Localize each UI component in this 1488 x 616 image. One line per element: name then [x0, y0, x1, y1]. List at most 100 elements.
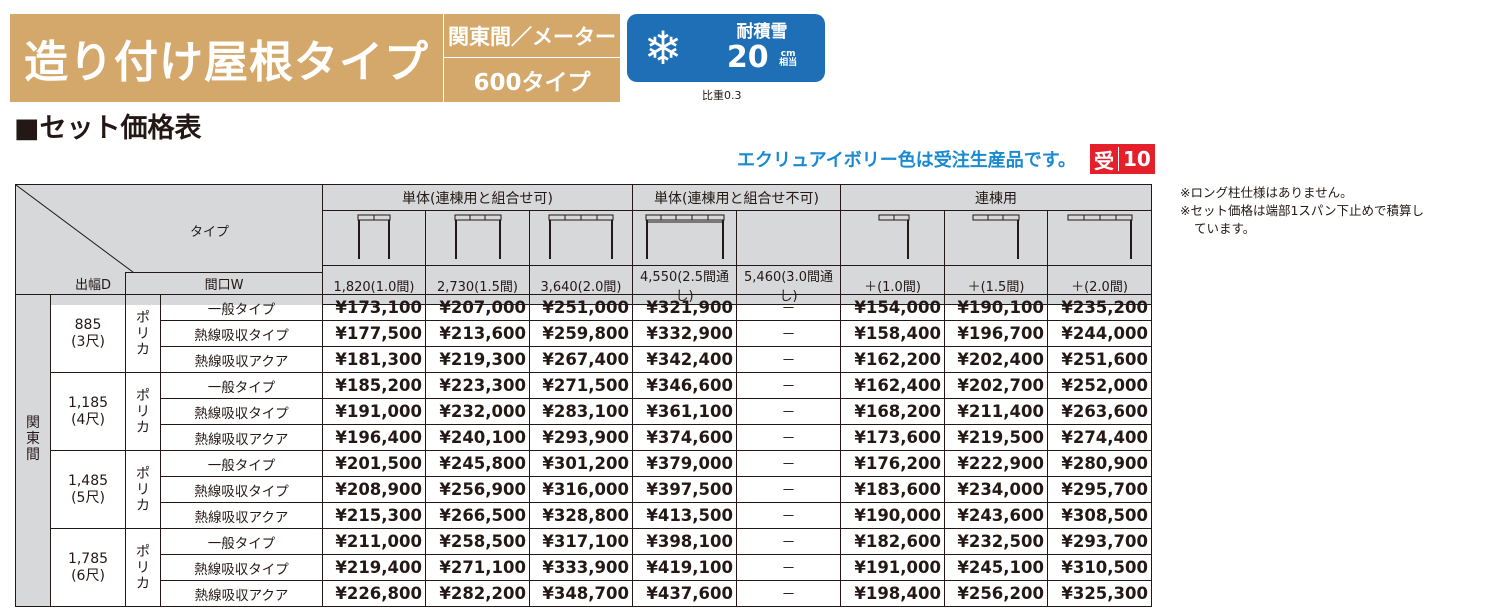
- price-cell: ¥293,900: [529, 424, 633, 451]
- price-cell: ¥348,700: [529, 580, 633, 607]
- price-cell: －: [736, 294, 841, 321]
- price-table-body: 関東間 885 (3尺) ポリカ一般タイプ ¥173,100 ¥207,000 ¥251,0…: [15, 294, 1152, 607]
- price-cell: ¥208,900: [322, 476, 426, 503]
- depth-cell: 1,185 (4尺): [50, 372, 126, 451]
- price-cell: ¥328,800: [529, 502, 633, 529]
- price-cell: ¥244,000: [1047, 320, 1152, 347]
- panel-type-cell: 熱線吸収タイプ: [160, 320, 323, 347]
- price-cell: ¥274,400: [1047, 424, 1152, 451]
- price-cell: －: [736, 580, 841, 607]
- price-cell: ¥181,300: [322, 346, 426, 373]
- price-cell: ¥235,200: [1047, 294, 1152, 321]
- material-cell: ポリカ: [125, 450, 161, 529]
- price-cell: ¥211,000: [322, 528, 426, 555]
- price-cell: ¥219,500: [944, 424, 1048, 451]
- price-cell: ¥398,100: [632, 528, 737, 555]
- price-cell: ¥271,500: [529, 372, 633, 399]
- group-standalone-noncombinable: 単体(連棟用と組合せ不可): [632, 184, 841, 211]
- price-cell: －: [736, 372, 841, 399]
- price-cell: ¥282,200: [425, 580, 530, 607]
- price-cell: ¥183,600: [840, 476, 945, 503]
- price-cell: ¥211,400: [944, 398, 1048, 425]
- price-cell: ¥374,600: [632, 424, 737, 451]
- price-cell: ¥226,800: [322, 580, 426, 607]
- price-cell: －: [736, 450, 841, 477]
- width-header: 間口W: [125, 272, 322, 294]
- price-cell: ¥317,100: [529, 528, 633, 555]
- table-row: 熱線吸収アクア ¥181,300 ¥219,300 ¥267,400 ¥342,400 －…: [16, 346, 1152, 373]
- panel-type-cell: 熱線吸収タイプ: [160, 476, 323, 503]
- price-cell: ¥252,000: [1047, 372, 1152, 399]
- price-cell: ¥361,100: [632, 398, 737, 425]
- price-cell: ¥283,100: [529, 398, 633, 425]
- frame-2-5-icon: [632, 210, 737, 266]
- corner-type-label: タイプ: [190, 225, 230, 240]
- price-cell: ¥301,200: [529, 450, 633, 477]
- depth-cell: 885 (3尺): [50, 294, 126, 373]
- price-cell: －: [736, 502, 841, 529]
- price-cell: ¥202,700: [944, 372, 1048, 399]
- region-cell: 関東間: [15, 294, 51, 607]
- price-cell: ¥223,300: [425, 372, 530, 399]
- material-cell: ポリカ: [125, 372, 161, 451]
- snow-load-badge: ❄ 耐積雪 20 cm 相当: [627, 14, 825, 82]
- price-cell: ¥162,200: [840, 346, 945, 373]
- price-cell: ¥198,400: [840, 580, 945, 607]
- panel-type-cell: 一般タイプ: [160, 528, 323, 555]
- order-badge-kanji: 受: [1094, 148, 1114, 173]
- price-cell: ¥219,400: [322, 554, 426, 581]
- snow-load-value: 20: [726, 40, 769, 75]
- price-cell: ¥190,000: [840, 502, 945, 529]
- panel-type-cell: 熱線吸収アクア: [160, 580, 323, 607]
- table-row: 熱線吸収タイプ ¥177,500 ¥213,600 ¥259,800 ¥332,900 －…: [16, 320, 1152, 347]
- price-cell: ¥154,000: [840, 294, 945, 321]
- price-cell: ¥280,900: [1047, 450, 1152, 477]
- price-cell: ¥271,100: [425, 554, 530, 581]
- frame-1-5-icon: [425, 210, 530, 266]
- panel-type-cell: 熱線吸収アクア: [160, 424, 323, 451]
- table-row: 1,185 (4尺) ポリカ一般タイプ ¥185,200 ¥223,300 ¥271,50…: [16, 372, 1152, 451]
- title-banner: 造り付け屋根タイプ: [10, 14, 443, 102]
- note-2: ※セット価格は端部1スパン下止めで積算し: [1180, 203, 1425, 218]
- frame-3-0-empty: [736, 210, 841, 266]
- price-cell: ¥191,000: [840, 554, 945, 581]
- panel-type-cell: 一般タイプ: [160, 294, 323, 321]
- table-row: 熱線吸収アクア ¥215,300 ¥266,500 ¥328,800 ¥413,500 －…: [16, 502, 1152, 529]
- note-2-cont: ています。: [1194, 221, 1256, 236]
- price-cell: ¥397,500: [632, 476, 737, 503]
- price-cell: ¥243,600: [944, 502, 1048, 529]
- depth-header: 出幅D: [15, 272, 125, 294]
- made-to-order-badge: 受 10: [1090, 144, 1155, 174]
- price-cell: ¥379,000: [632, 450, 737, 477]
- price-cell: ¥219,300: [425, 346, 530, 373]
- panel-type-cell: 一般タイプ: [160, 372, 323, 399]
- price-cell: ¥263,600: [1047, 398, 1152, 425]
- table-row: 熱線吸収タイプ ¥208,900 ¥256,900 ¥316,000 ¥397,500 －…: [16, 476, 1152, 503]
- material-cell: ポリカ: [125, 528, 161, 607]
- depth-cell: 1,785 (6尺): [50, 528, 126, 607]
- price-cell: ¥190,100: [944, 294, 1048, 321]
- price-cell: ¥413,500: [632, 502, 737, 529]
- price-cell: ¥308,500: [1047, 502, 1152, 529]
- price-cell: －: [736, 320, 841, 347]
- price-cell: ¥173,100: [322, 294, 426, 321]
- price-cell: ¥258,500: [425, 528, 530, 555]
- price-cell: ¥196,700: [944, 320, 1048, 347]
- price-cell: －: [736, 528, 841, 555]
- page-title: 造り付け屋根タイプ: [24, 37, 429, 88]
- price-cell: ¥240,100: [425, 424, 530, 451]
- price-cell: ¥437,600: [632, 580, 737, 607]
- price-cell: ¥256,200: [944, 580, 1048, 607]
- price-cell: －: [736, 424, 841, 451]
- frame-2-0-icon: [529, 210, 633, 266]
- price-cell: ¥234,000: [944, 476, 1048, 503]
- price-cell: ¥158,400: [840, 320, 945, 347]
- price-cell: ¥259,800: [529, 320, 633, 347]
- price-cell: －: [736, 476, 841, 503]
- price-cell: ¥419,100: [632, 554, 737, 581]
- price-cell: ¥325,300: [1047, 580, 1152, 607]
- price-cell: ¥245,100: [944, 554, 1048, 581]
- price-cell: ¥232,500: [944, 528, 1048, 555]
- material-cell: ポリカ: [125, 294, 161, 373]
- region-box: 関東間／メーター 600タイプ: [444, 14, 620, 102]
